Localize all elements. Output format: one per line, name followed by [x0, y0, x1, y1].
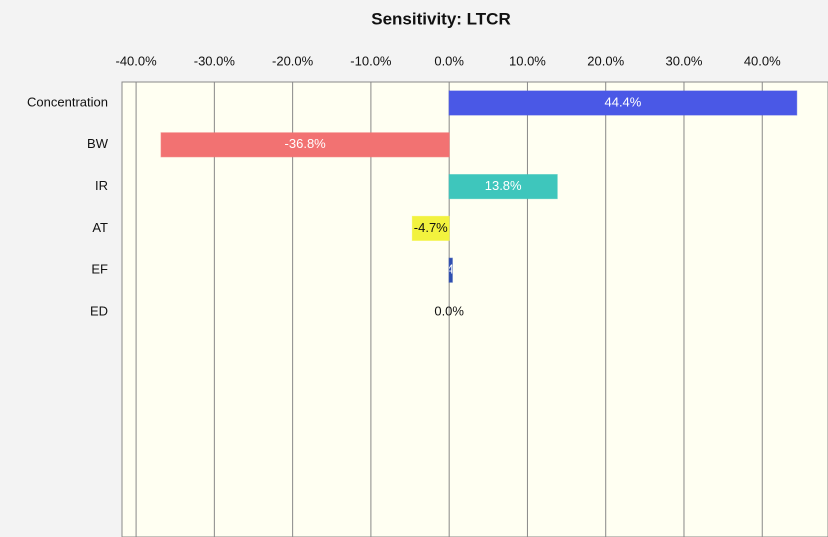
y-tick-label: EF	[91, 262, 108, 277]
value-label: -36.8%	[285, 136, 327, 151]
x-tick-label: 10.0%	[509, 53, 546, 68]
value-label: 13.8%	[485, 178, 522, 193]
y-tick-label: ED	[90, 303, 108, 318]
x-tick-label: -10.0%	[350, 53, 392, 68]
bar	[448, 90, 798, 116]
x-tick-label: 20.0%	[587, 53, 624, 68]
x-tick-label: 40.0%	[744, 53, 781, 68]
value-label: 0.0%	[434, 303, 464, 318]
value-label: 0.4%	[436, 262, 466, 277]
x-tick-label: 30.0%	[666, 53, 703, 68]
bar	[448, 174, 558, 200]
y-tick-label: AT	[92, 220, 108, 235]
bar	[448, 257, 453, 283]
value-label: -4.7%	[414, 220, 448, 235]
x-tick-label: 0.0%	[434, 53, 464, 68]
x-tick-label: -30.0%	[194, 53, 236, 68]
x-tick-label: -40.0%	[115, 53, 157, 68]
y-tick-label: IR	[95, 178, 108, 193]
x-tick-label: -20.0%	[272, 53, 314, 68]
y-tick-label: Concentration	[27, 94, 108, 109]
plot-area	[121, 81, 828, 537]
value-label: 44.4%	[604, 94, 641, 109]
bar	[160, 132, 450, 158]
bar	[411, 215, 450, 241]
chart-title: Sensitivity: LTCR	[371, 9, 510, 28]
y-tick-label: BW	[87, 136, 109, 151]
